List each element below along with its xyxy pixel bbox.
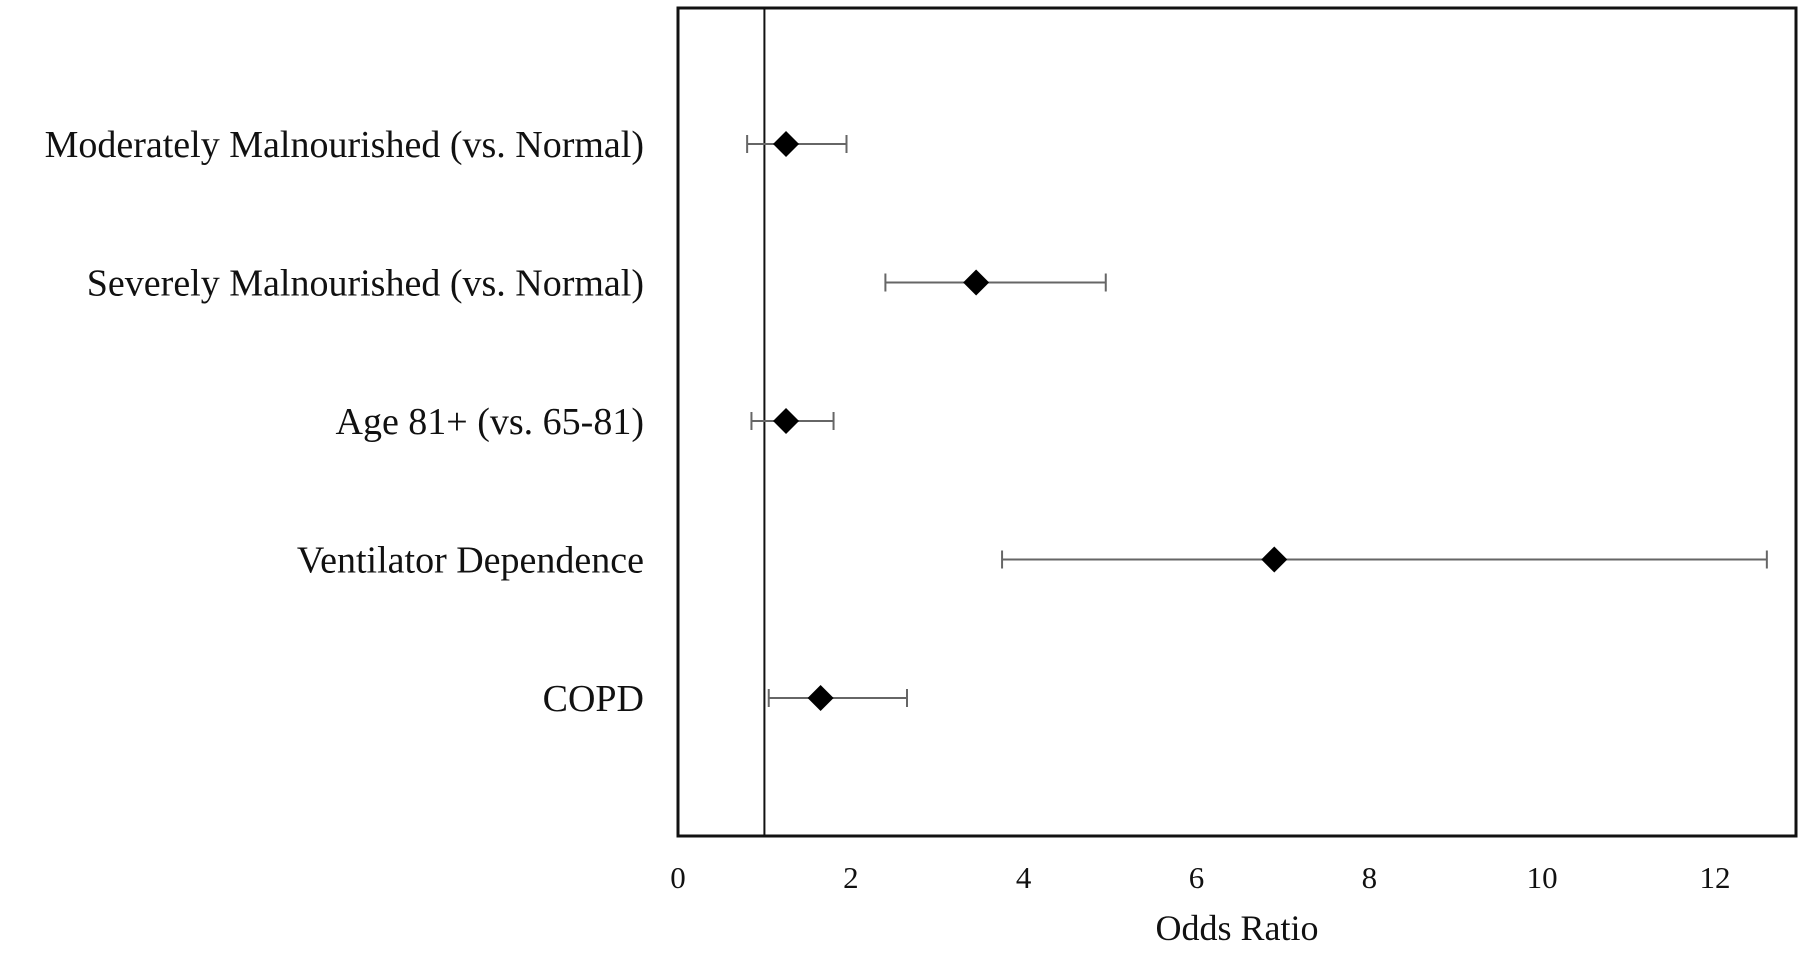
x-tick-label: 0 [670,860,686,895]
x-tick-label: 10 [1527,860,1558,895]
x-tick-label: 8 [1362,860,1378,895]
x-tick-label: 12 [1700,860,1731,895]
data-point-diamond [963,269,990,296]
data-point-diamond [773,131,800,157]
data-point-diamond [1261,546,1288,573]
category-label: Moderately Malnourished (vs. Normal) [45,124,644,166]
category-label: COPD [543,678,644,720]
x-tick-labels-layer: 0 2 4 6 8 10 12 [670,860,1730,895]
category-label: Ventilator Dependence [297,540,644,582]
category-label: Age 81+ (vs. 65-81) [336,401,645,443]
plot-frame [676,6,1798,838]
category-labels-layer: Moderately Malnourished (vs. Normal) Seve… [45,124,644,720]
x-tick-label: 2 [843,860,859,895]
error-bar [767,689,909,707]
error-bar [884,273,1107,292]
x-tick-label: 4 [1016,860,1032,895]
error-bar [1001,550,1768,569]
points-layer [773,131,1288,711]
data-point-diamond [807,685,834,711]
x-axis-title: Odds Ratio [1155,908,1318,948]
plot-frame-layer [676,6,1798,838]
data-point-diamond [773,408,800,434]
x-tick-label: 6 [1189,860,1205,895]
category-label: Severely Malnourished (vs. Normal) [87,263,644,305]
error-bars-layer [746,135,1768,707]
